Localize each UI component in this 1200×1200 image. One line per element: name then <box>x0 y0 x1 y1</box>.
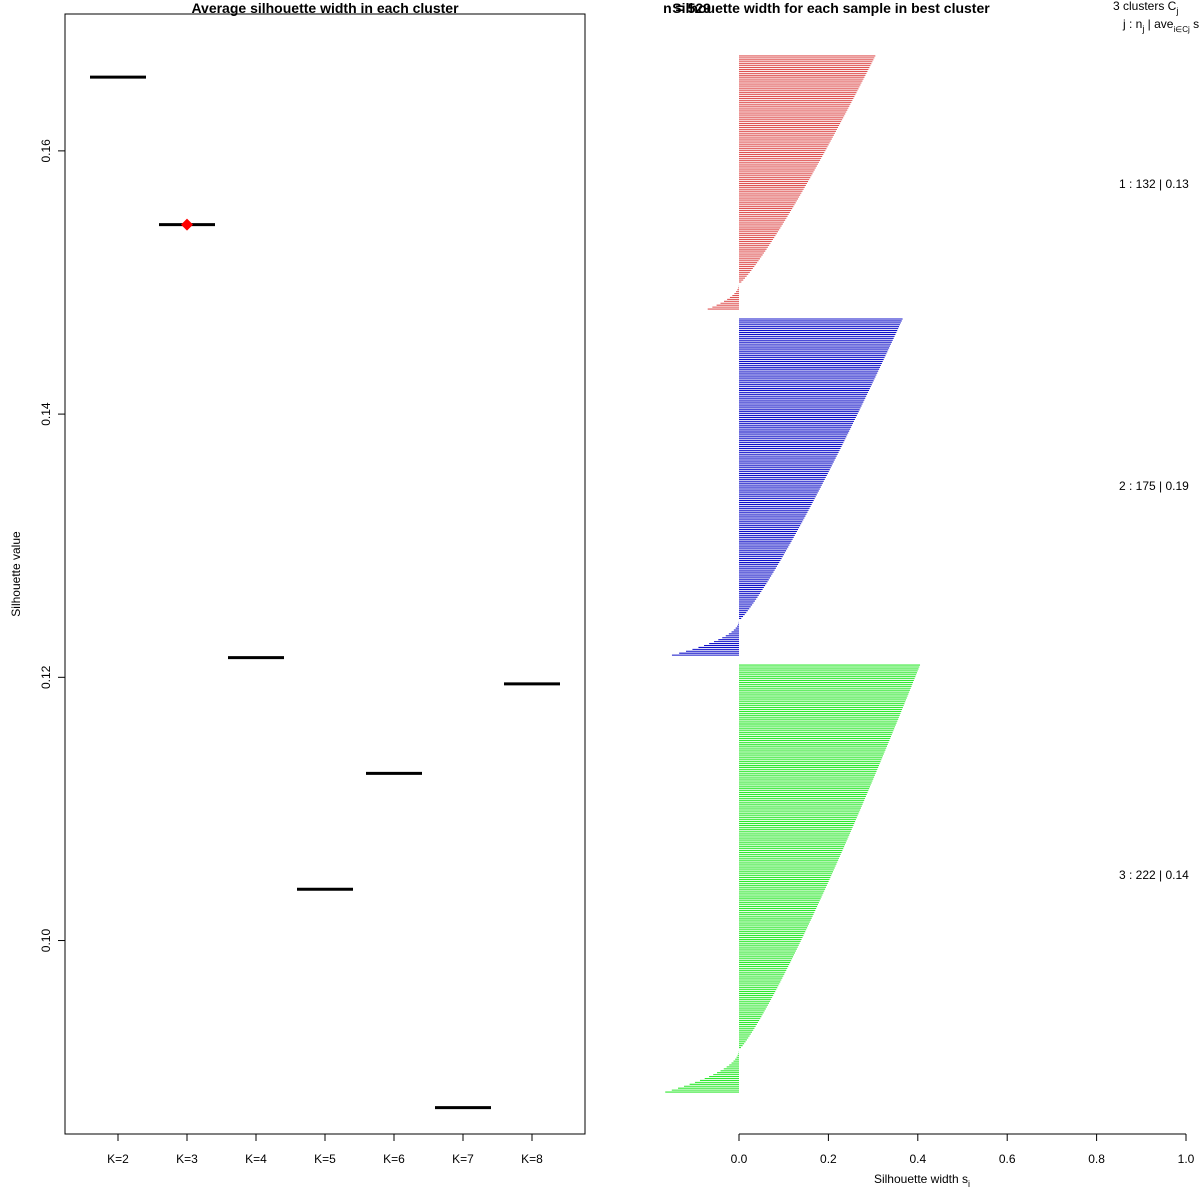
left-x-tick-label: K=5 <box>314 1152 336 1166</box>
left-marks <box>90 75 560 1110</box>
cluster-3-summary: 3 : 222 | 0.14 <box>1119 868 1189 882</box>
left-panel: Average silhouette width in each cluster… <box>9 0 586 1166</box>
left-y-axis-label: Silhouette value <box>9 531 23 617</box>
left-chart-title: Average silhouette width in each cluster <box>191 0 459 16</box>
right-x-tick-label: 0.0 <box>731 1152 748 1166</box>
cluster-2-summary: 2 : 175 | 0.19 <box>1119 479 1189 493</box>
right-x-tick-label: 0.6 <box>999 1152 1016 1166</box>
cluster-header-line2: j : nj | avei∈Cj s <box>1122 17 1199 34</box>
sample-count-label: n = 529 <box>663 0 711 16</box>
left-x-tick-label: K=4 <box>245 1152 267 1166</box>
right-x-tick-label: 0.8 <box>1088 1152 1105 1166</box>
right-chart-title: Silhouette width for each sample in best… <box>672 0 990 16</box>
left-x-axis: K=2 K=3 K=4 K=5 K=6 K=7 K=8 <box>107 1134 543 1166</box>
cluster-1-summary: 1 : 132 | 0.13 <box>1119 177 1189 191</box>
right-x-tick-label: 1.0 <box>1178 1152 1195 1166</box>
left-plot-frame <box>64 13 586 1135</box>
right-panel: n = 529 Silhouette width for each sample… <box>663 0 1199 1189</box>
cluster-header-line1: 3 clusters Cj <box>1113 0 1178 16</box>
right-x-tick-label: 0.2 <box>820 1152 837 1166</box>
best-k-marker <box>181 218 193 231</box>
left-x-tick-label: K=3 <box>176 1152 198 1166</box>
left-x-tick-label: K=8 <box>521 1152 543 1166</box>
right-x-axis: 0.0 0.2 0.4 0.6 0.8 1.0 <box>731 1133 1195 1166</box>
right-x-axis-label: Silhouette width si <box>874 1172 970 1189</box>
silhouette-bars <box>665 55 921 1093</box>
left-y-tick-label: 0.16 <box>39 139 53 163</box>
left-y-tick-label: 0.12 <box>39 665 53 689</box>
left-x-tick-label: K=7 <box>452 1152 474 1166</box>
left-y-axis: 0.10 0.12 0.14 0.16 <box>39 139 65 952</box>
left-x-tick-label: K=2 <box>107 1152 129 1166</box>
left-y-tick-label: 0.14 <box>39 402 53 426</box>
right-x-tick-label: 0.4 <box>909 1152 926 1166</box>
left-y-tick-label: 0.10 <box>39 929 53 953</box>
left-x-tick-label: K=6 <box>383 1152 405 1166</box>
